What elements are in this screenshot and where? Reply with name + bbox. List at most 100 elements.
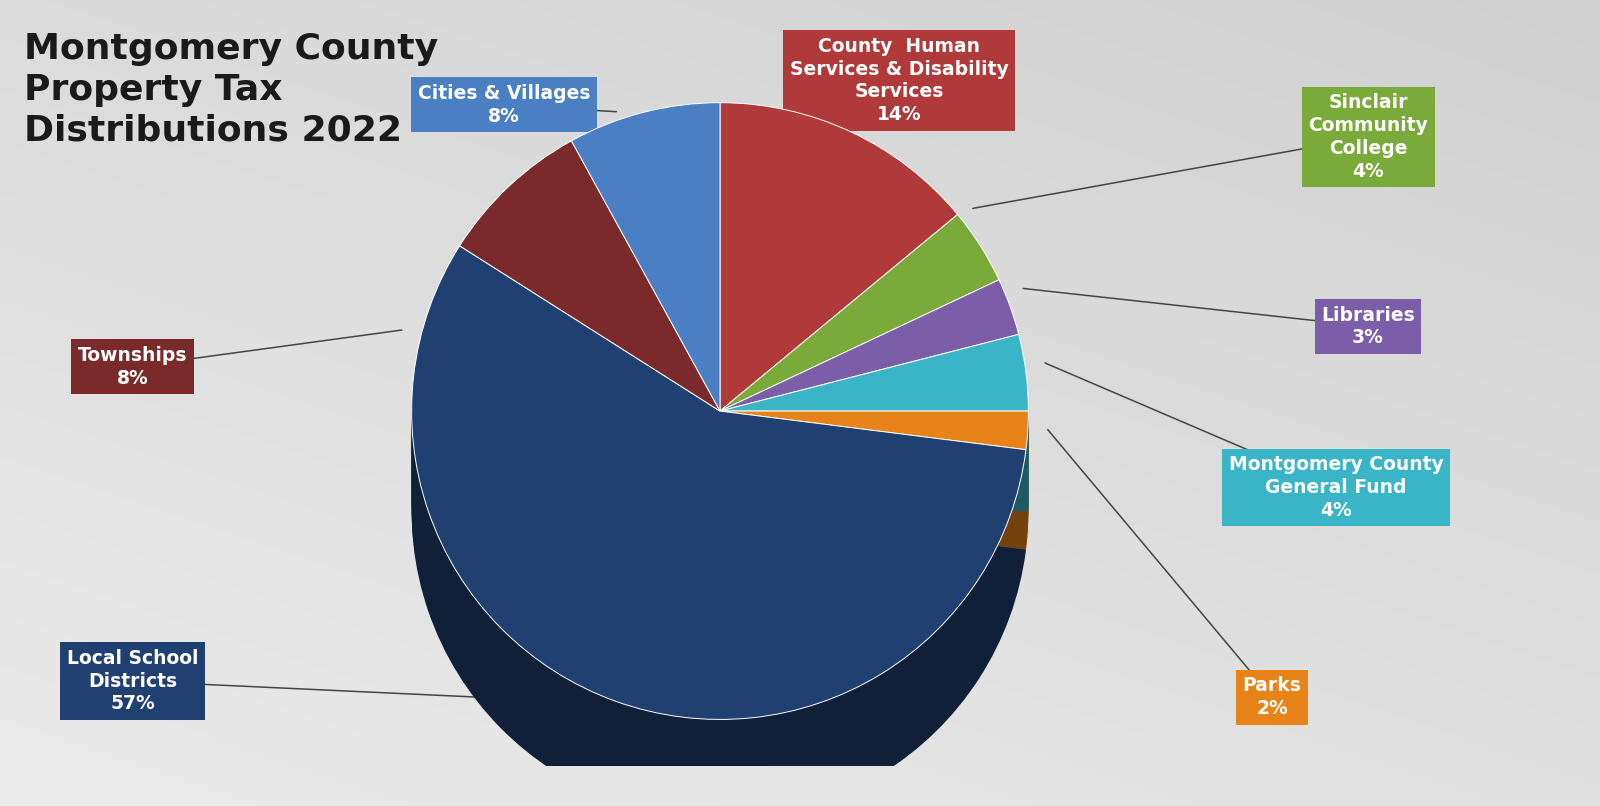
Wedge shape xyxy=(720,156,958,465)
Text: County  Human
Services & Disability
Services
14%: County Human Services & Disability Servi… xyxy=(790,37,1008,124)
Wedge shape xyxy=(720,239,998,436)
Wedge shape xyxy=(720,164,958,472)
Wedge shape xyxy=(571,121,720,429)
Wedge shape xyxy=(720,351,1019,483)
Wedge shape xyxy=(571,127,720,436)
Wedge shape xyxy=(720,376,1019,508)
Wedge shape xyxy=(720,406,1029,483)
Wedge shape xyxy=(720,424,1029,501)
Wedge shape xyxy=(720,225,998,422)
Wedge shape xyxy=(459,155,720,426)
Wedge shape xyxy=(720,352,1029,429)
Wedge shape xyxy=(720,433,1029,472)
Wedge shape xyxy=(720,124,958,433)
Wedge shape xyxy=(720,409,1029,486)
Wedge shape xyxy=(720,309,1019,440)
Wedge shape xyxy=(411,296,1026,770)
Wedge shape xyxy=(720,377,1029,454)
Wedge shape xyxy=(571,196,720,504)
Wedge shape xyxy=(720,426,1029,464)
Wedge shape xyxy=(720,293,998,490)
Wedge shape xyxy=(720,131,958,440)
Wedge shape xyxy=(720,483,1029,521)
Wedge shape xyxy=(720,359,1019,490)
Wedge shape xyxy=(720,349,1029,426)
Wedge shape xyxy=(720,102,958,411)
Wedge shape xyxy=(720,257,998,454)
Wedge shape xyxy=(720,146,958,454)
Wedge shape xyxy=(720,251,998,447)
Wedge shape xyxy=(571,102,720,411)
Wedge shape xyxy=(571,131,720,440)
Wedge shape xyxy=(720,440,1029,478)
Wedge shape xyxy=(720,417,1029,493)
Wedge shape xyxy=(571,146,720,454)
Text: Montgomery County
General Fund
4%: Montgomery County General Fund 4% xyxy=(1229,455,1443,520)
Wedge shape xyxy=(411,306,1026,780)
Wedge shape xyxy=(459,223,720,493)
Wedge shape xyxy=(720,218,998,414)
Wedge shape xyxy=(571,171,720,479)
Wedge shape xyxy=(720,373,1019,504)
Wedge shape xyxy=(720,243,998,440)
Wedge shape xyxy=(459,216,720,486)
Wedge shape xyxy=(459,181,720,451)
Wedge shape xyxy=(720,395,1029,472)
Wedge shape xyxy=(720,289,998,486)
Wedge shape xyxy=(720,282,998,479)
Wedge shape xyxy=(459,226,720,497)
Wedge shape xyxy=(720,504,1029,542)
Wedge shape xyxy=(571,189,720,497)
Text: Cities & Villages
8%: Cities & Villages 8% xyxy=(418,84,590,126)
Wedge shape xyxy=(571,114,720,422)
Wedge shape xyxy=(720,330,1019,461)
Wedge shape xyxy=(720,381,1029,458)
Wedge shape xyxy=(720,501,1029,539)
Wedge shape xyxy=(459,198,720,468)
Wedge shape xyxy=(720,476,1029,514)
Wedge shape xyxy=(571,174,720,483)
Wedge shape xyxy=(720,468,1029,507)
Wedge shape xyxy=(720,334,1029,411)
Wedge shape xyxy=(411,285,1026,758)
Wedge shape xyxy=(459,194,720,465)
Wedge shape xyxy=(720,493,1029,532)
Wedge shape xyxy=(720,355,1029,433)
Text: Libraries
3%: Libraries 3% xyxy=(1322,305,1414,347)
Wedge shape xyxy=(720,301,998,497)
Wedge shape xyxy=(720,511,1029,550)
Wedge shape xyxy=(720,366,1019,497)
Wedge shape xyxy=(720,454,1029,492)
Wedge shape xyxy=(459,209,720,479)
Wedge shape xyxy=(720,402,1029,479)
Wedge shape xyxy=(720,344,1019,476)
Wedge shape xyxy=(720,284,1019,414)
Wedge shape xyxy=(720,286,998,483)
Wedge shape xyxy=(720,174,958,483)
Wedge shape xyxy=(411,281,1026,755)
Wedge shape xyxy=(720,203,958,511)
Wedge shape xyxy=(720,254,998,451)
Wedge shape xyxy=(720,280,1019,411)
Wedge shape xyxy=(720,319,1019,451)
Wedge shape xyxy=(720,189,958,497)
Wedge shape xyxy=(459,241,720,511)
Wedge shape xyxy=(720,362,1019,493)
Wedge shape xyxy=(720,308,998,504)
Wedge shape xyxy=(571,142,720,451)
Wedge shape xyxy=(459,184,720,454)
Wedge shape xyxy=(459,219,720,490)
Wedge shape xyxy=(720,178,958,486)
Wedge shape xyxy=(411,303,1026,777)
Wedge shape xyxy=(720,363,1029,440)
Wedge shape xyxy=(720,497,1029,536)
Wedge shape xyxy=(459,206,720,476)
Wedge shape xyxy=(571,199,720,508)
Wedge shape xyxy=(720,322,1019,454)
Wedge shape xyxy=(459,187,720,458)
Wedge shape xyxy=(720,447,1029,485)
Wedge shape xyxy=(571,110,720,418)
Text: Montgomery County
Property Tax
Distributions 2022: Montgomery County Property Tax Distribut… xyxy=(24,32,438,147)
Wedge shape xyxy=(411,271,1026,745)
Wedge shape xyxy=(571,149,720,458)
